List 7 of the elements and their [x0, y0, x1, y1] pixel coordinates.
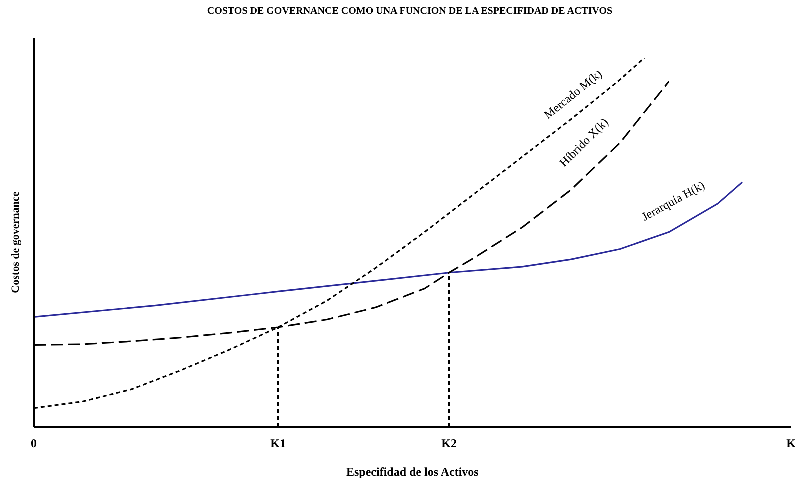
x-axis-title: Especifidad de los Activos: [346, 464, 480, 479]
x-tick-label: K1: [270, 436, 286, 450]
x-tick-label: 0: [31, 436, 37, 450]
x-tick-label: K2: [442, 436, 457, 450]
x-tick-label: K: [786, 436, 797, 450]
y-axis-title: Costos de governance: [10, 192, 22, 294]
chart-title: COSTOS DE GOVERNANCE COMO UNA FUNCION DE LA ESPECIFIDAD DE ACTIVOS: [206, 6, 614, 18]
